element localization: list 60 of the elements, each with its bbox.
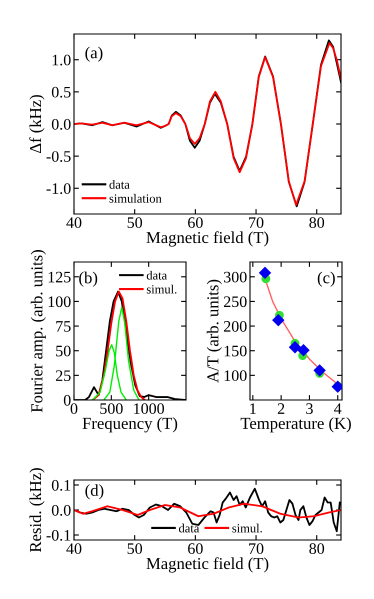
y-tick-label: 50	[56, 346, 71, 356]
legend-label: data	[178, 524, 200, 532]
annotation: (b)	[79, 272, 98, 287]
y-tick-label: 1.0	[52, 54, 71, 66]
x-axis-title: Magnetic field (T)	[146, 231, 268, 247]
x-axis-title: Frequency (T)	[82, 417, 178, 432]
line-series	[92, 290, 146, 400]
y-tick-label: 0.5	[52, 86, 71, 98]
annotation: (a)	[85, 46, 102, 62]
x-tick-label: 500	[100, 403, 123, 414]
legend-label: simul.	[232, 524, 262, 533]
y-axis-title: Δf (kHz)	[29, 95, 45, 154]
y-tick-label: 0	[64, 394, 71, 406]
point	[313, 364, 326, 377]
y-tick-label: -1.0	[46, 183, 71, 194]
legend-label: simulation	[110, 194, 162, 203]
x-tick-label: 1	[250, 403, 256, 414]
y-axis-title: Resid. (kHz)	[29, 468, 45, 552]
point	[288, 341, 302, 354]
annotation: (d)	[85, 484, 104, 500]
y-tick-label: 100	[48, 296, 71, 308]
x-tick-label: 1000	[134, 403, 164, 414]
x-tick-label: 50	[128, 543, 142, 554]
legend-label: simul.	[146, 284, 176, 294]
x-tick-label: 50	[128, 217, 142, 228]
point	[297, 344, 310, 356]
y-tick-label: 200	[224, 320, 247, 332]
line-series	[74, 502, 341, 518]
y-axis-title: A/T (arb. units)	[206, 280, 222, 383]
y-tick-label: 0.0	[52, 504, 71, 516]
x-tick-label: 80	[309, 543, 324, 554]
x-axis-title: Temperature (K)	[240, 417, 351, 432]
legend-label: data	[109, 180, 130, 189]
y-tick-label: 0.1	[52, 480, 70, 491]
point	[258, 266, 272, 280]
legend-label: data	[146, 270, 167, 280]
y-tick-label: 125	[48, 272, 71, 282]
y-tick-label: 250	[224, 296, 247, 308]
y-tick-label: 0.0	[52, 118, 71, 130]
x-tick-label: 80	[309, 217, 324, 228]
annotation: (c)	[318, 272, 335, 287]
x-tick-label: 70	[249, 217, 264, 228]
x-axis-title: Magnetic field (T)	[146, 557, 268, 573]
x-tick-label: 40	[66, 217, 82, 228]
x-tick-label: 60	[188, 217, 203, 228]
y-tick-label: 300	[224, 272, 247, 282]
y-tick-label: -0.5	[46, 151, 71, 162]
y-tick-label: 75	[56, 321, 71, 332]
x-tick-label: 2	[278, 403, 284, 414]
x-tick-label: 70	[249, 543, 264, 554]
point	[272, 314, 285, 326]
y-tick-label: 150	[224, 346, 247, 356]
x-tick-label: 60	[188, 543, 203, 554]
x-tick-label: 3	[306, 403, 313, 414]
y-tick-label: 100	[224, 370, 247, 382]
y-axis-title: Fourier amp. (arb. units)	[30, 250, 46, 412]
x-tick-label: 40	[66, 543, 82, 554]
y-tick-label: -0.1	[46, 530, 70, 541]
x-tick-label: 4	[334, 403, 342, 414]
y-tick-label: 25	[56, 370, 71, 382]
